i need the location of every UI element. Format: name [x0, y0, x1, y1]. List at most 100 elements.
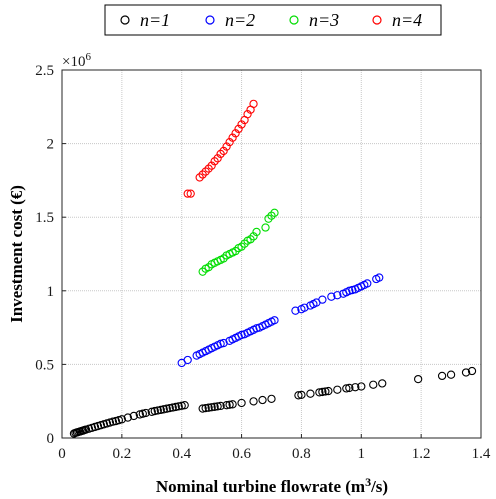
data-point: [315, 388, 324, 397]
data-point: [201, 403, 210, 413]
x-tick-label: 1.2: [412, 446, 431, 462]
data-point: [369, 380, 378, 389]
data-point: [183, 355, 192, 365]
x-tick-label: 1: [358, 446, 366, 462]
data-point: [183, 189, 192, 198]
data-point: [210, 157, 219, 166]
data-point: [333, 385, 342, 394]
data-point: [186, 189, 195, 198]
y-axis-label: Investment cost (€): [7, 185, 26, 323]
data-point: [246, 235, 255, 244]
y-tick-label: 1: [47, 284, 55, 300]
legend-label: n=2: [225, 10, 255, 30]
data-point: [333, 291, 342, 300]
data-point: [141, 408, 150, 418]
data-point: [413, 374, 423, 384]
x-tick-label: 0.6: [232, 446, 251, 462]
data-point: [204, 403, 213, 412]
legend-marker: [120, 15, 130, 25]
x-tick-label: 0.8: [292, 446, 311, 462]
data-point: [219, 254, 228, 263]
data-point: [201, 167, 210, 176]
series-4: [183, 99, 258, 198]
data-point: [168, 403, 177, 412]
x-tick-label: 0.2: [112, 446, 131, 462]
data-point: [210, 402, 219, 411]
data-point: [258, 395, 267, 405]
x-tick-label: 0: [58, 446, 66, 462]
y-tick-label: 0.5: [35, 357, 54, 373]
y-tick-label: 2: [47, 137, 55, 153]
data-point: [237, 242, 246, 251]
data-point: [375, 273, 384, 282]
data-point: [357, 382, 366, 391]
data-point: [351, 383, 360, 392]
data-point: [207, 403, 216, 412]
plot-area: [62, 70, 481, 438]
data-point: [240, 239, 249, 248]
data-point: [261, 223, 270, 232]
series-1: [69, 366, 477, 438]
data-point: [213, 402, 222, 411]
series-3: [198, 208, 279, 276]
data-point: [123, 413, 132, 422]
x-axis-label: Nominal turbine flowrate (m3/s): [156, 475, 388, 496]
data-point: [159, 405, 168, 414]
data-point: [291, 306, 300, 315]
data-point: [363, 279, 372, 288]
data-point: [222, 401, 231, 410]
data-point: [129, 411, 138, 421]
data-point: [294, 391, 303, 400]
series-2: [177, 273, 384, 368]
data-point: [177, 401, 186, 410]
data-point: [306, 389, 315, 398]
data-point: [162, 404, 171, 413]
data-point: [437, 371, 447, 381]
data-point: [171, 402, 180, 412]
data-point: [321, 387, 330, 396]
legend-box: [104, 4, 442, 36]
data-point: [153, 406, 162, 415]
data-point: [318, 295, 327, 304]
data-point: [249, 397, 258, 406]
y-tick-label: 0: [47, 431, 55, 447]
legend: n=1 n=2 n=3 n=4: [104, 4, 442, 36]
x-axis-ticks: 0 0.2 0.4 0.6 0.8 1 1.2 1.4: [58, 434, 491, 462]
data-point: [231, 246, 240, 256]
data-point: [180, 401, 189, 410]
data-point: [267, 211, 276, 220]
data-point: [225, 400, 234, 409]
legend-label: n=1: [140, 10, 170, 30]
data-point: [252, 227, 261, 237]
data-point: [249, 99, 258, 109]
data-point: [165, 403, 174, 413]
data-point: [378, 379, 387, 388]
y-tick-label: 1.5: [35, 210, 54, 226]
data-point: [150, 406, 159, 416]
data-point: [267, 394, 276, 403]
data-point: [327, 292, 336, 301]
data-point: [117, 415, 127, 424]
data-point: [228, 400, 237, 409]
legend-label: n=3: [309, 10, 339, 30]
data-point: [270, 208, 279, 217]
data-points: [69, 99, 477, 438]
legend-marker: [372, 15, 382, 25]
data-point: [108, 417, 118, 426]
data-point: [342, 384, 351, 393]
data-point: [174, 402, 183, 411]
data-point: [216, 149, 225, 159]
data-point: [318, 387, 327, 397]
y-tick-label: 2.5: [35, 63, 54, 79]
data-point: [198, 170, 207, 179]
legend-marker: [205, 15, 215, 25]
data-point: [324, 386, 333, 396]
data-point: [237, 398, 246, 408]
y-multiplier: ×106: [62, 51, 91, 70]
data-point: [198, 267, 207, 276]
plot-frame: [61, 69, 482, 439]
data-point: [345, 383, 354, 393]
data-point: [297, 390, 306, 400]
legend-marker: [289, 15, 299, 25]
data-point: [467, 366, 477, 376]
